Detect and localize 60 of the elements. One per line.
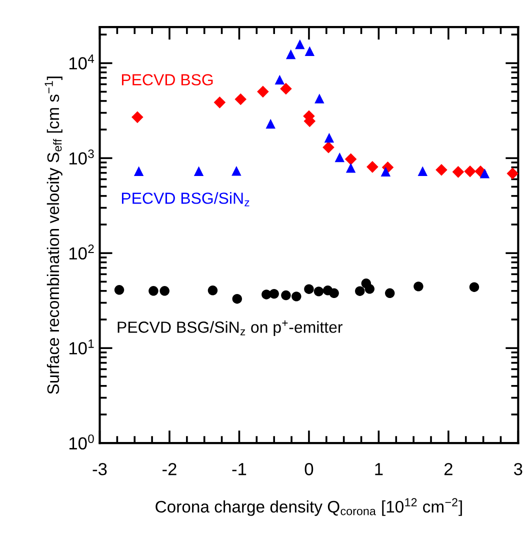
point <box>234 93 247 106</box>
x-tick-label: 2 <box>444 462 452 476</box>
point <box>344 153 357 166</box>
point <box>506 168 518 180</box>
point <box>281 290 291 300</box>
point <box>324 132 334 143</box>
y-axis-title: Surface recombination velocity S$_{eff}$ [cm s$^{−1}$] <box>44 76 62 394</box>
point <box>329 288 339 298</box>
y-tick-label: 10$^{1}$ <box>69 339 94 354</box>
x-tick-label: -2 <box>162 462 176 476</box>
series-label: PECVD BSG/SiN$_{z}$ on p$^{+}$-emitter <box>118 320 343 336</box>
point <box>346 163 356 173</box>
point <box>134 166 144 176</box>
y-tick-label: 10$^{0}$ <box>69 434 94 450</box>
point <box>232 294 242 304</box>
point <box>322 141 334 154</box>
point <box>334 152 345 162</box>
point <box>274 74 285 85</box>
point <box>314 286 324 296</box>
point <box>208 286 218 296</box>
point <box>418 166 428 176</box>
point <box>480 168 490 178</box>
point <box>257 86 269 98</box>
point <box>364 284 374 294</box>
x-tick-label: -3 <box>92 462 107 476</box>
point <box>414 282 424 292</box>
point <box>304 284 314 294</box>
point <box>148 286 158 296</box>
y-tick-label: 10$^{2}$ <box>69 244 94 260</box>
x-axis-title: Corona charge density Q$_{corona}$ [10$^{12}$ cm$^{−2}$] <box>156 498 462 516</box>
point <box>292 292 302 302</box>
point <box>469 282 480 292</box>
point <box>380 166 391 177</box>
point <box>436 164 448 176</box>
point <box>366 161 378 173</box>
x-tick-label: 3 <box>514 462 522 476</box>
point <box>314 94 324 104</box>
y-tick-label: 10$^{3}$ <box>69 150 94 165</box>
point <box>160 286 170 296</box>
point <box>355 286 365 296</box>
x-tick-label: -1 <box>232 463 246 476</box>
point <box>384 288 395 298</box>
point <box>132 111 144 124</box>
point <box>214 96 226 108</box>
series-label: PECVD BSG/SiN$_{z}$ <box>122 192 250 206</box>
point <box>280 82 292 95</box>
point <box>194 166 204 176</box>
point <box>304 46 315 56</box>
point <box>464 166 476 178</box>
point <box>452 166 464 178</box>
x-tick-label: 0 <box>304 462 314 476</box>
point <box>114 285 124 295</box>
y-tick-label: 10$^{4}$ <box>69 54 94 70</box>
x-tick-label: 1 <box>375 463 383 476</box>
point <box>286 49 296 60</box>
point <box>295 39 305 50</box>
series-label: PECVD BSG <box>122 74 213 86</box>
point <box>232 166 242 176</box>
point <box>266 118 276 129</box>
point <box>269 288 279 299</box>
